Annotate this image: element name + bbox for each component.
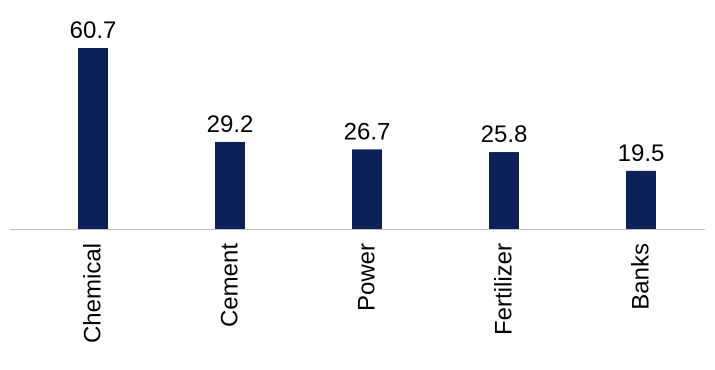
category-labels: Chemical Cement Power Fertilizer Banks [80, 243, 655, 343]
bars [78, 48, 656, 229]
value-label-chemical: 60.7 [70, 17, 117, 44]
value-label-cement: 29.2 [207, 111, 254, 138]
bar-power [352, 149, 382, 229]
bar-fertilizer [489, 152, 519, 229]
bar-chemical [78, 48, 108, 229]
category-label-power: Power [354, 243, 381, 311]
bar-banks [626, 170, 656, 229]
value-label-power: 26.7 [344, 118, 391, 145]
value-label-banks: 19.5 [618, 140, 665, 167]
value-label-fertilizer: 25.8 [481, 121, 528, 148]
bar-cement [215, 141, 245, 229]
category-label-banks: Banks [628, 243, 655, 310]
category-label-chemical: Chemical [80, 243, 107, 343]
category-label-fertilizer: Fertilizer [491, 243, 518, 335]
value-labels: 60.7 29.2 26.7 25.8 19.5 [70, 17, 665, 167]
category-label-cement: Cement [217, 243, 244, 327]
